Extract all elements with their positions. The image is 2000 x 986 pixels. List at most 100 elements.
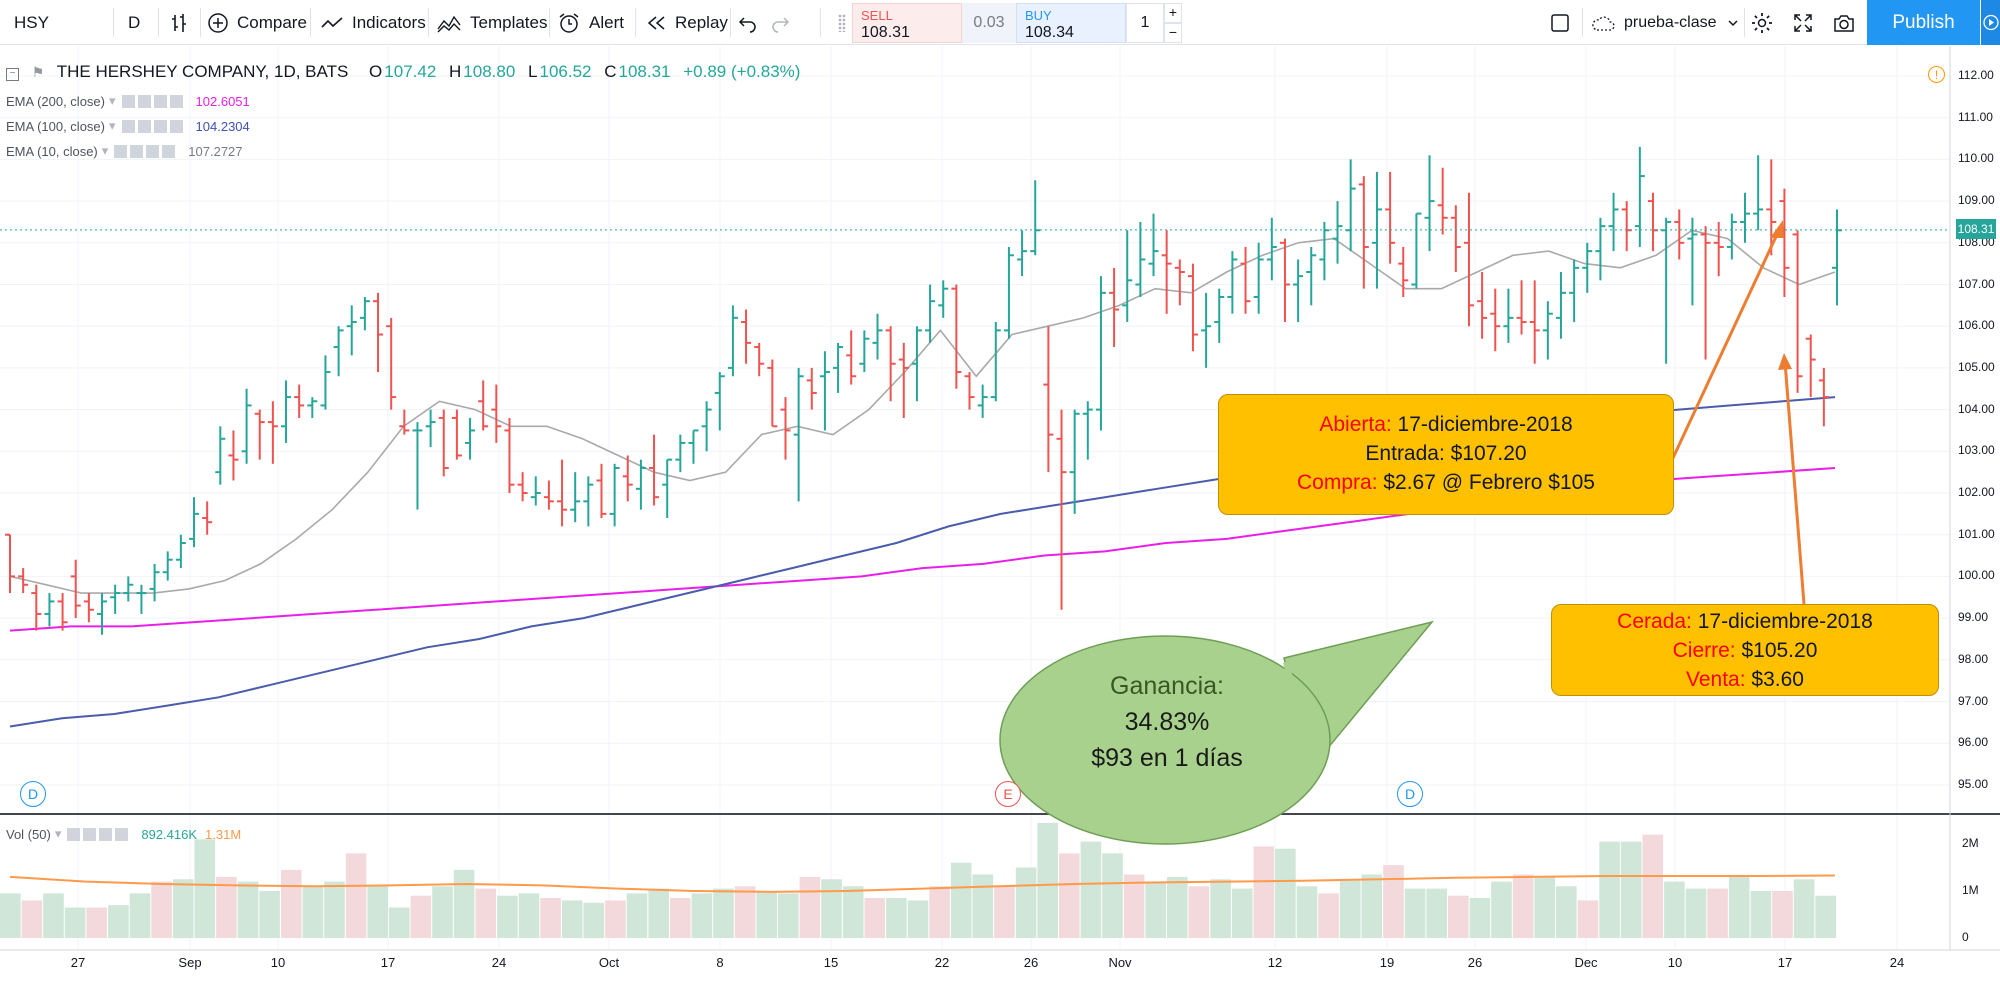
entry-callout[interactable]: Abierta: 17-diciembre-2018 Entrada: $107… (1218, 394, 1674, 515)
volume-bar (281, 869, 302, 938)
exit-callout[interactable]: Cerada: 17-diciembre-2018 Cierre: $105.2… (1551, 604, 1939, 696)
price-tick-label: 106.00 (1958, 318, 1995, 333)
volume-bar (1339, 879, 1361, 939)
compare-button[interactable]: Compare (207, 0, 307, 45)
indicators-button[interactable]: Indicators (320, 0, 426, 45)
volume-bar (1253, 846, 1275, 938)
ohlc-bar (1385, 171, 1396, 264)
symbol-title: THE HERSHEY COMPANY, 1D, BATS (56, 62, 349, 81)
layout-menu-button[interactable]: prueba-clase (1590, 0, 1741, 45)
entry-arrow[interactable] (1671, 227, 1782, 459)
time-tick-label: 10 (270, 955, 286, 970)
ohlc-bar (1490, 288, 1501, 352)
volume-bar (1556, 886, 1577, 938)
ohlc-bar (872, 313, 883, 360)
volume-tick-label: 0 (1962, 930, 1969, 944)
buy-button[interactable]: BUY 108.34 (1016, 3, 1126, 43)
ema200-legend[interactable]: EMA (200, close) ▾ 102.6051 (6, 93, 250, 109)
ohlc-bar (767, 359, 778, 428)
quantity-increase-button[interactable]: + (1164, 3, 1182, 23)
time-tick-label: 26 (1467, 955, 1483, 970)
replay-label: Replay (675, 12, 728, 32)
publish-button[interactable]: Publish (1867, 0, 1980, 45)
templates-button[interactable]: Templates (436, 0, 547, 45)
ganancia-bubble[interactable] (999, 635, 1331, 845)
layout-name: prueba-clase (1624, 13, 1717, 31)
symbol-search-button[interactable]: HSY (14, 0, 49, 45)
volume-legend[interactable]: Vol (50) ▾ 892.416K 1.31M (6, 826, 242, 842)
indicator-controls[interactable] (121, 94, 186, 108)
fullscreen-button[interactable] (1792, 0, 1814, 45)
undo-button[interactable] (738, 0, 758, 45)
ohlc-bar (110, 584, 121, 614)
exit-arrow[interactable] (1783, 361, 1806, 605)
toolbar-divider (635, 8, 636, 37)
indicator-controls[interactable] (114, 144, 178, 158)
ohlc-bar (1293, 259, 1304, 323)
ohlc-bar (1713, 221, 1724, 277)
replay-button[interactable]: Replay (645, 0, 728, 45)
ohlc-bar (609, 463, 620, 527)
ema100-legend[interactable]: EMA (100, close) ▾ 104.2304 (6, 118, 250, 134)
dividend-badge[interactable]: D (20, 781, 46, 807)
ohlc-bar (1687, 217, 1698, 306)
compare-label: Compare (237, 12, 307, 32)
low-value: 106.52 (539, 62, 592, 81)
symbol-label: HSY (14, 12, 49, 32)
ohlc-bar (267, 401, 278, 464)
ohlc-bar (583, 476, 594, 527)
interval-button[interactable]: D (128, 0, 140, 45)
ema10-legend[interactable]: EMA (10, close) ▾ 107.2727 (6, 143, 243, 159)
volume-bar (151, 881, 172, 938)
volume-bar (216, 876, 237, 938)
ohlc-bar (793, 367, 804, 502)
quantity-decrease-button[interactable]: − (1164, 23, 1182, 43)
sell-button[interactable]: SELL 108.31 (852, 3, 962, 43)
ohlc-bar (307, 397, 318, 418)
collapse-icon[interactable]: − (6, 68, 19, 81)
last-price-value: 108.31 (1957, 222, 1995, 236)
ohlc-bar (833, 342, 844, 393)
warning-icon[interactable]: ! (1928, 66, 1945, 83)
quantity-field[interactable]: 1 (1126, 3, 1164, 43)
volume-bar (21, 900, 43, 938)
ohlc-bar (885, 326, 896, 402)
gear-icon (1752, 12, 1772, 33)
volume-bar (1620, 841, 1642, 938)
price-tick-label: 109.00 (1958, 193, 1995, 208)
ohlc-bar (1148, 213, 1159, 277)
ohlc-bar (819, 351, 830, 431)
volume-bar (43, 893, 64, 938)
close-key: Cierre: (1672, 639, 1736, 662)
alert-button[interactable]: Alert (557, 0, 624, 45)
flag-icon[interactable]: ⚑ (31, 64, 45, 80)
drag-handle-icon[interactable] (838, 14, 846, 32)
ohlc-bar (386, 317, 397, 410)
indicator-controls[interactable] (121, 119, 186, 133)
ohlc-bar (70, 559, 81, 619)
bar-style-button[interactable] (168, 0, 190, 45)
earnings-badge[interactable]: E (995, 781, 1021, 807)
indicator-controls[interactable] (67, 827, 131, 841)
ohlc-bar (1450, 205, 1461, 272)
ema200-name: EMA (200, close) (6, 93, 105, 109)
redo-button[interactable] (770, 0, 790, 45)
volume-bar (626, 893, 648, 938)
ohlc-bar (1542, 301, 1553, 360)
dividend-badge-label: D (1404, 786, 1416, 802)
volume-bar (1534, 876, 1555, 938)
snapshot-button[interactable] (1832, 0, 1856, 45)
quantity-value: 1 (1140, 14, 1150, 31)
ohlc-bar (1477, 271, 1488, 339)
publish-options-button[interactable] (1981, 0, 2000, 45)
ohlc-bar (570, 472, 581, 523)
volume-bar (648, 888, 669, 938)
price-tick-label: 103.00 (1958, 443, 1995, 458)
fullscreen-select-button[interactable] (1550, 0, 1570, 45)
volume-bar (972, 874, 994, 938)
dividend-badge[interactable]: D (1397, 781, 1423, 807)
buy-price: 108.34 (1025, 24, 1074, 41)
volume-bar (1404, 888, 1426, 938)
settings-button[interactable] (1750, 0, 1774, 45)
